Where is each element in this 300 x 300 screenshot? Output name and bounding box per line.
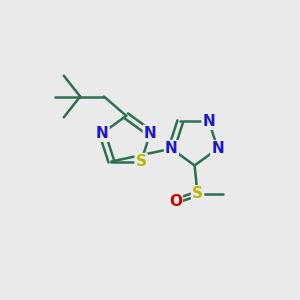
- Text: S: S: [192, 186, 203, 201]
- Text: N: N: [165, 141, 178, 156]
- Text: N: N: [212, 141, 224, 156]
- Text: S: S: [136, 154, 147, 169]
- Text: N: N: [144, 126, 157, 141]
- Text: O: O: [169, 194, 182, 208]
- Text: N: N: [96, 126, 109, 141]
- Text: N: N: [202, 114, 215, 129]
